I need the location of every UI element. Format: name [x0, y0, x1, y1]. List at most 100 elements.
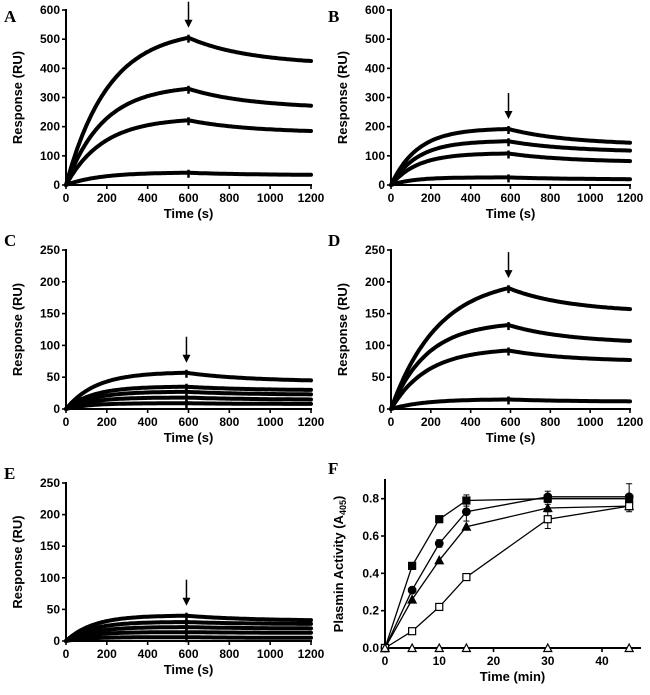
- y-tick-label: 200: [40, 275, 60, 289]
- series-curve-1: [389, 127, 632, 187]
- x-tick-label: 0: [382, 654, 389, 668]
- y-tick-label: 400: [365, 61, 385, 75]
- series-curve-2: [64, 620, 313, 643]
- marker-open-square: [462, 572, 471, 582]
- x-tick-label: 600: [500, 191, 520, 205]
- x-tick-label: 30: [541, 654, 555, 668]
- y-tick-label: 0: [378, 402, 385, 416]
- x-axis-label: Time (s): [164, 430, 214, 445]
- y-tick-label: 300: [365, 91, 385, 105]
- y-tick-label: 250: [40, 243, 60, 257]
- y-tick-label: 250: [365, 243, 385, 257]
- x-tick-label: 400: [461, 191, 481, 205]
- panel-letter: B: [328, 7, 339, 26]
- series-curve-4: [64, 630, 313, 643]
- series-line-filled-triangle: [384, 505, 630, 649]
- x-tick-label: 1000: [577, 191, 604, 205]
- y-tick-label: 500: [40, 32, 60, 46]
- x-tick-label: 1200: [617, 191, 644, 205]
- x-axis-label: Time (s): [486, 206, 536, 221]
- x-tick-label: 600: [178, 415, 198, 429]
- x-tick-label: 1000: [257, 191, 284, 205]
- y-tick-label: 50: [372, 370, 386, 384]
- y-axis-label: Plasmin Activity (A405): [331, 496, 348, 633]
- arrow-icon: [504, 111, 513, 119]
- series-curve-1: [64, 613, 313, 643]
- x-tick-label: 1200: [298, 647, 325, 661]
- y-tick-label: 500: [365, 32, 385, 46]
- y-tick-label: 300: [40, 91, 60, 105]
- y-tick-label: 50: [47, 602, 61, 616]
- series-curve-1: [389, 286, 632, 411]
- series-line-filled-circle: [384, 496, 630, 649]
- y-tick-label: 100: [40, 149, 60, 163]
- series-curve-1: [64, 35, 313, 187]
- marker-open-square: [435, 602, 444, 612]
- series-curve-5: [64, 635, 313, 643]
- panel-letter: E: [4, 464, 15, 483]
- x-tick-label: 10: [433, 654, 447, 668]
- series-curve-3: [389, 348, 632, 411]
- y-axis-label: Response (RU): [335, 51, 350, 144]
- x-tick-label: 800: [540, 191, 560, 205]
- panel-letter: A: [4, 7, 17, 26]
- x-tick-label: 400: [138, 191, 158, 205]
- arrow-icon: [182, 354, 191, 363]
- y-tick-label: 200: [365, 120, 385, 134]
- x-tick-label: 600: [500, 415, 520, 429]
- marker-open-square: [625, 502, 634, 511]
- y-tick-label: 0: [53, 402, 60, 416]
- x-tick-label: 400: [138, 415, 158, 429]
- x-tick-label: 1000: [257, 647, 284, 661]
- x-tick-label: 0: [388, 191, 395, 205]
- arrow-icon: [504, 270, 513, 279]
- y-tick-label: 0.8: [362, 492, 379, 506]
- panel-c: C 0 200 400 600 800 1000 1200 0 50 100 150 200 250 Tim…: [4, 231, 325, 445]
- y-tick-label: 0.2: [362, 604, 379, 618]
- x-tick-label: 600: [178, 191, 198, 205]
- marker-open-triangle: [407, 642, 418, 653]
- x-tick-label: 200: [421, 191, 441, 205]
- marker-filled-triangle: [407, 594, 418, 604]
- y-tick-label: 100: [365, 149, 385, 163]
- x-tick-label: 0: [63, 191, 70, 205]
- x-tick-label: 200: [97, 415, 117, 429]
- x-tick-label: 0: [388, 415, 395, 429]
- x-tick-label: 400: [461, 415, 481, 429]
- x-tick-label: 1200: [617, 415, 644, 429]
- y-tick-label: 100: [40, 571, 60, 585]
- panel-b: B 0 200 400 600 800 1000 1200 0 100 200 300 400 500 60…: [328, 3, 644, 221]
- series-curve-4: [389, 175, 632, 187]
- y-tick-label: 600: [365, 3, 385, 17]
- series-curve-3: [389, 151, 632, 187]
- y-tick-label: 0.4: [362, 566, 379, 580]
- panel-a: A 0 200 400 600 800 1000 1200 0 100 200 300 400 500 60…: [4, 1, 325, 221]
- series-line-open-square: [384, 505, 630, 649]
- series-line-filled-square: [384, 498, 630, 649]
- y-tick-label: 0: [378, 178, 385, 192]
- x-tick-label: 800: [540, 415, 560, 429]
- y-tick-label: 600: [40, 3, 60, 17]
- marker-filled-circle: [461, 507, 471, 517]
- series-curve-5: [64, 401, 313, 411]
- panel-e: E 0 200 400 600 800 1000 1200 0 50 100 150 200 250 Tim…: [4, 464, 325, 677]
- series-curve-2: [389, 139, 632, 187]
- x-tick-label: 1200: [298, 415, 325, 429]
- y-axis-label: Response (RU): [10, 515, 25, 608]
- y-tick-label: 150: [40, 539, 60, 553]
- marker-open-triangle: [380, 642, 390, 653]
- marker-filled-triangle: [461, 521, 472, 531]
- y-tick-label: 150: [40, 307, 60, 321]
- y-tick-label: 400: [40, 61, 60, 75]
- marker-filled-circle: [624, 492, 634, 502]
- x-axis-label: Time (min): [480, 669, 546, 684]
- y-axis-label: Response (RU): [10, 283, 25, 376]
- marker-open-square: [408, 627, 417, 636]
- marker-open-triangle: [542, 642, 553, 653]
- panel-d: D 0 200 400 600 800 1000 1200 0 50 100 150 200 250 Tim…: [328, 231, 644, 445]
- x-tick-label: 1000: [257, 415, 284, 429]
- marker-open-triangle: [434, 642, 445, 653]
- y-axis-label: Response (RU): [335, 283, 350, 376]
- x-axis-label: Time (s): [486, 430, 536, 445]
